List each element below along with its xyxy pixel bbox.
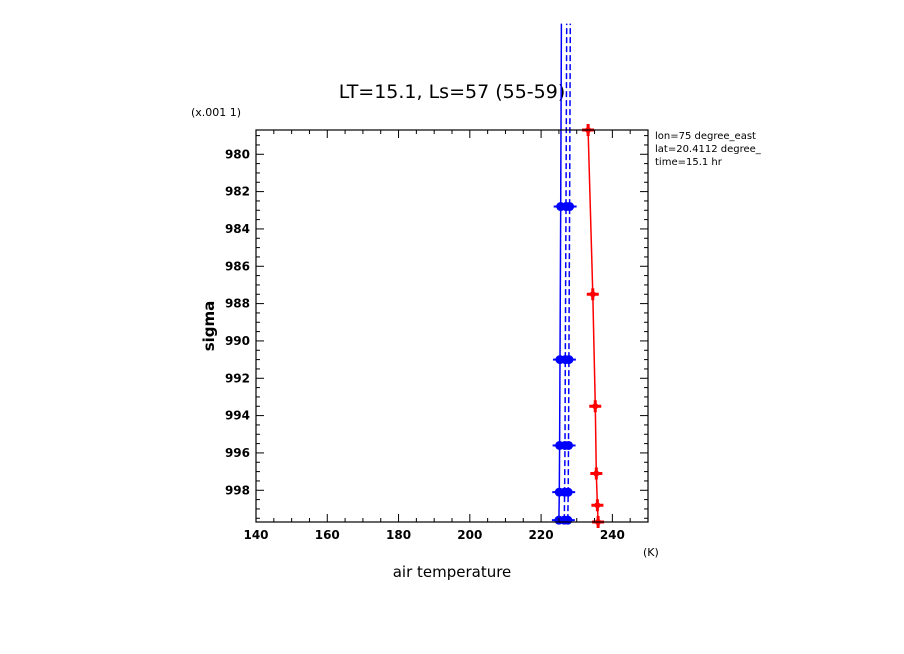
series-marker-dot	[594, 502, 601, 509]
y-tick-label: 998	[225, 483, 250, 497]
x-tick-label: 140	[243, 528, 268, 542]
y-tick-label: 984	[225, 222, 250, 236]
y-tick-label: 980	[225, 147, 250, 161]
series-line-3	[587, 129, 599, 523]
y-tick-label: 996	[225, 446, 250, 460]
x-tick-label: 240	[600, 528, 625, 542]
chart-title: LT=15.1, Ls=57 (55-59)	[339, 81, 566, 103]
y-axis-label: sigma	[200, 301, 218, 352]
info-line-time: time=15.1 hr	[655, 157, 723, 168]
y-multiplier: (x.001 1)	[191, 106, 241, 119]
series-marker-dot	[589, 291, 596, 298]
series-clip-group	[551, 23, 605, 528]
x-unit: (K)	[643, 546, 659, 559]
series-marker-dot	[592, 403, 599, 410]
x-tick-label: 220	[529, 528, 554, 542]
series-layer	[551, 23, 605, 528]
y-tick-label: 992	[225, 371, 250, 385]
x-tick-label: 160	[315, 528, 340, 542]
y-tick-label: 982	[225, 185, 250, 199]
y-tick-label: 986	[225, 259, 250, 273]
series-line-0	[558, 23, 563, 521]
y-tick-label: 990	[225, 334, 250, 348]
y-tick-label: 994	[225, 409, 250, 423]
series-line-2	[567, 23, 572, 521]
y-tick-label: 988	[225, 297, 250, 311]
info-line-lon: lon=75 degree_east	[655, 131, 756, 142]
x-axis-label: air temperature	[393, 563, 512, 581]
series-line-1	[563, 23, 568, 521]
info-line-lat: lat=20.4112 degree_	[655, 144, 762, 155]
tick-layer: 140 160 180 200 220 240 980 982 984 986 988 990 992 9…	[225, 130, 649, 542]
x-tick-label: 180	[386, 528, 411, 542]
x-tick-label: 200	[457, 528, 482, 542]
series-marker-dot	[593, 470, 600, 477]
